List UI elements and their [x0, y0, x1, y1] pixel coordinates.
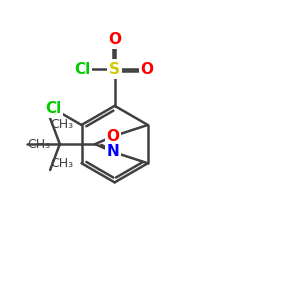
Text: O: O: [108, 32, 121, 47]
Text: O: O: [106, 129, 119, 144]
Text: CH₃: CH₃: [50, 157, 73, 170]
Text: O: O: [141, 61, 154, 76]
Text: N: N: [106, 144, 119, 159]
Text: CH₃: CH₃: [27, 138, 50, 151]
Text: Cl: Cl: [74, 61, 90, 76]
Text: CH₃: CH₃: [50, 118, 73, 131]
Text: Cl: Cl: [45, 101, 62, 116]
Text: S: S: [109, 61, 120, 76]
